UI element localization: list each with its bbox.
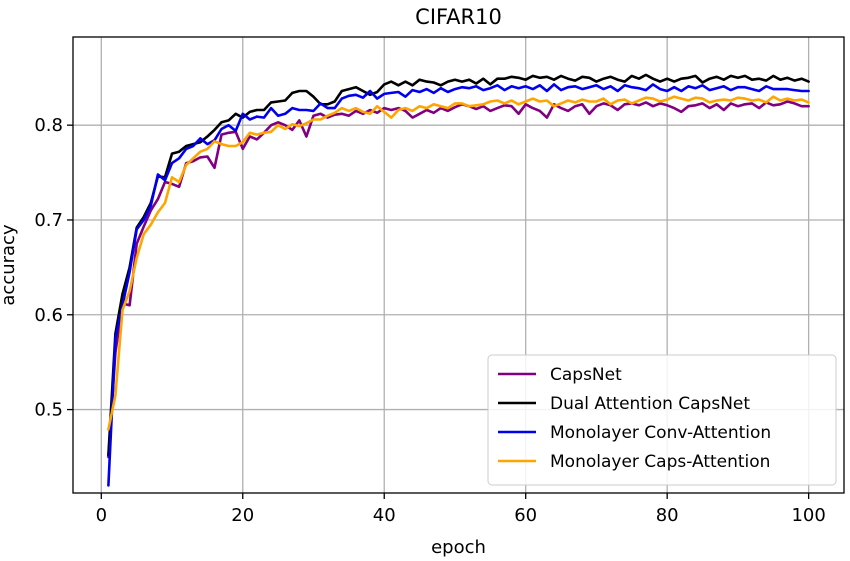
- y-tick-label: 0.7: [34, 210, 63, 231]
- x-axis-label: epoch: [431, 537, 486, 558]
- legend-label: Monolayer Conv-Attention: [550, 423, 771, 443]
- series-line-monolayer-conv-attention: [107, 83, 810, 487]
- x-tick-label: 80: [656, 505, 679, 526]
- plot-frame: [72, 36, 845, 494]
- y-tick-label: 0.6: [34, 305, 63, 326]
- series-line-monolayer-caps-attention: [107, 95, 810, 431]
- legend-label: Monolayer Caps-Attention: [550, 452, 770, 472]
- y-axis-label: accuracy: [0, 224, 19, 306]
- chart-title: CIFAR10: [415, 5, 502, 29]
- series-line-dual-attention-capsnet: [107, 73, 810, 457]
- legend-label: Dual Attention CapsNet: [550, 394, 750, 414]
- legend-frame: [487, 354, 837, 486]
- series-line-capsnet: [107, 100, 810, 459]
- x-tick-label: 60: [514, 505, 537, 526]
- x-tick-label: 20: [231, 505, 254, 526]
- x-axis-ticks: 0 20 40 60 80 100: [96, 493, 826, 526]
- x-tick-label: 100: [791, 505, 825, 526]
- x-tick-label: 40: [373, 505, 396, 526]
- plot-series: [107, 73, 810, 487]
- y-tick-label: 0.8: [34, 115, 63, 136]
- x-tick-label: 0: [96, 505, 107, 526]
- y-axis-ticks: 0.5 0.6 0.7 0.8: [34, 115, 73, 421]
- y-tick-label: 0.5: [34, 400, 63, 421]
- legend-label: CapsNet: [550, 365, 622, 385]
- legend: CapsNet Dual Attention CapsNet Monolayer C…: [487, 354, 837, 486]
